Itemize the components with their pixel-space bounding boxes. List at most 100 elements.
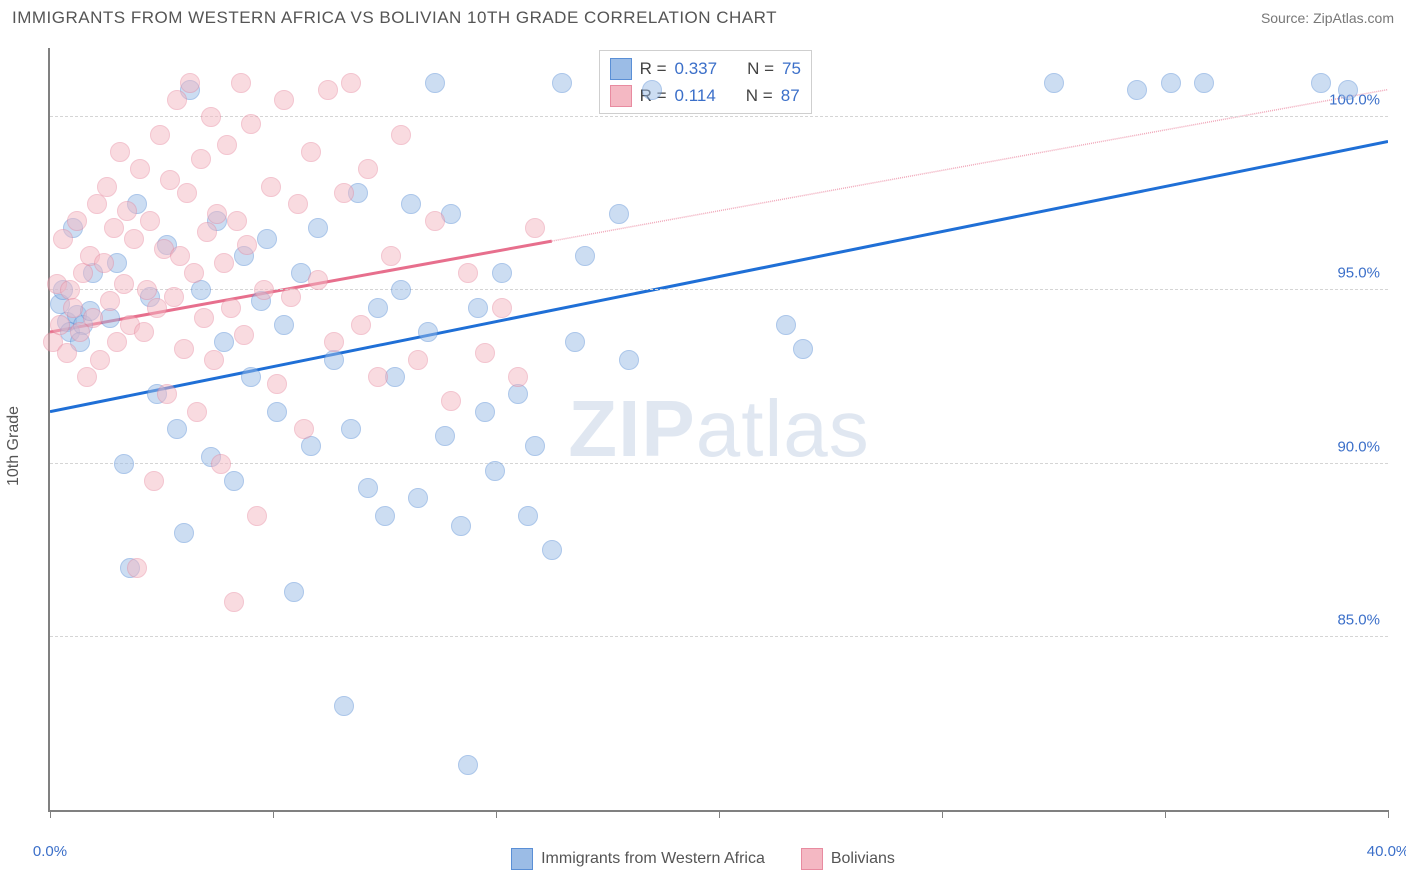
data-point [83, 308, 103, 328]
data-point [87, 194, 107, 214]
data-point [475, 343, 495, 363]
gridline [50, 636, 1388, 637]
data-point [492, 298, 512, 318]
data-point [475, 402, 495, 422]
data-point [174, 523, 194, 543]
data-point [418, 322, 438, 342]
data-point [358, 159, 378, 179]
data-point [408, 350, 428, 370]
data-point [160, 170, 180, 190]
x-tick [50, 810, 51, 818]
data-point [324, 332, 344, 352]
data-point [375, 506, 395, 526]
data-point [468, 298, 488, 318]
data-point [157, 384, 177, 404]
data-point [793, 339, 813, 359]
legend-row: R = 0.114N = 87 [610, 82, 801, 109]
data-point [207, 204, 227, 224]
data-point [308, 270, 328, 290]
data-point [267, 402, 287, 422]
data-point [130, 159, 150, 179]
legend-n-value: 75 [782, 55, 801, 82]
data-point [776, 315, 796, 335]
data-point [211, 454, 231, 474]
data-point [391, 125, 411, 145]
data-point [194, 308, 214, 328]
data-point [542, 540, 562, 560]
data-point [274, 90, 294, 110]
data-point [508, 384, 528, 404]
legend-r-value: 0.337 [675, 55, 718, 82]
data-point [247, 506, 267, 526]
legend-r-value: 0.114 [675, 82, 716, 109]
data-point [254, 280, 274, 300]
data-point [334, 696, 354, 716]
gridline [50, 463, 1388, 464]
legend-item: Immigrants from Western Africa [511, 848, 765, 870]
data-point [174, 339, 194, 359]
data-point [619, 350, 639, 370]
data-point [53, 229, 73, 249]
scatter-plot: ZIPatlas R = 0.337N = 75R = 0.114N = 87 … [48, 48, 1388, 812]
data-point [114, 274, 134, 294]
series-legend: Immigrants from Western Africa Bolivians [0, 848, 1406, 870]
data-point [144, 471, 164, 491]
legend-n-label: N = [746, 82, 773, 109]
data-point [187, 402, 207, 422]
data-point [100, 291, 120, 311]
data-point [224, 592, 244, 612]
data-point [1338, 80, 1358, 100]
data-point [90, 350, 110, 370]
data-point [492, 263, 512, 283]
data-point [77, 367, 97, 387]
x-tick [496, 810, 497, 818]
data-point [485, 461, 505, 481]
data-point [57, 343, 77, 363]
data-point [63, 298, 83, 318]
data-point [642, 80, 662, 100]
x-tick [942, 810, 943, 818]
data-point [261, 177, 281, 197]
data-point [117, 201, 137, 221]
legend-swatch [610, 85, 632, 107]
data-point [134, 322, 154, 342]
data-point [94, 253, 114, 273]
data-point [274, 315, 294, 335]
legend-row: R = 0.337N = 75 [610, 55, 801, 82]
data-point [435, 426, 455, 446]
correlation-legend: R = 0.337N = 75R = 0.114N = 87 [599, 50, 812, 114]
data-point [73, 263, 93, 283]
legend-item: Bolivians [801, 848, 895, 870]
data-point [201, 107, 221, 127]
legend-label: Immigrants from Western Africa [541, 850, 765, 868]
data-point [104, 218, 124, 238]
data-point [241, 367, 261, 387]
data-point [341, 73, 361, 93]
data-point [408, 488, 428, 508]
data-point [525, 436, 545, 456]
x-tick [1165, 810, 1166, 818]
gridline [50, 289, 1388, 290]
data-point [334, 183, 354, 203]
data-point [184, 263, 204, 283]
data-point [234, 325, 254, 345]
y-tick-label: 90.0% [1337, 438, 1380, 455]
legend-label: Bolivians [831, 850, 895, 868]
legend-swatch [511, 848, 533, 870]
data-point [150, 125, 170, 145]
data-point [167, 419, 187, 439]
data-point [391, 280, 411, 300]
data-point [318, 80, 338, 100]
data-point [1194, 73, 1214, 93]
legend-swatch [801, 848, 823, 870]
data-point [164, 287, 184, 307]
data-point [294, 419, 314, 439]
data-point [284, 582, 304, 602]
watermark: ZIPatlas [568, 383, 869, 475]
data-point [170, 246, 190, 266]
data-point [114, 454, 134, 474]
data-point [197, 222, 217, 242]
data-point [204, 350, 224, 370]
data-point [97, 177, 117, 197]
data-point [368, 298, 388, 318]
